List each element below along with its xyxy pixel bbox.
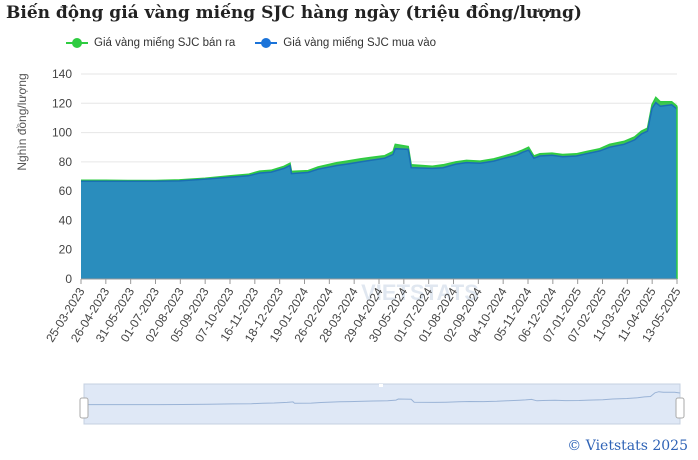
- y-tick-label: 0: [65, 272, 72, 286]
- legend-label-buy: Giá vàng miếng SJC mua vào: [283, 37, 437, 49]
- page-title: Biến động giá vàng miếng SJC hàng ngày (…: [6, 3, 582, 23]
- watermark-text: VIETSTATS: [361, 280, 479, 305]
- legend-item-buy[interactable]: Giá vàng miếng SJC mua vào: [255, 37, 436, 49]
- legend-dot-sell: [72, 38, 82, 48]
- legend-label-sell: Giá vàng miếng SJC bán ra: [94, 37, 236, 49]
- navigator-background: [83, 383, 681, 425]
- legend-swatch-buy: [255, 38, 278, 48]
- y-tick-label: 100: [52, 126, 72, 140]
- y-tick-label: 40: [59, 213, 73, 227]
- copyright: © Vietstats 2025: [567, 438, 688, 454]
- legend-dot-buy: [261, 38, 272, 48]
- y-tick-label: 20: [59, 243, 73, 257]
- navigator-right-handle[interactable]: [675, 397, 685, 419]
- navigator-top-grip-icon[interactable]: [379, 384, 383, 387]
- y-tick-label: 60: [59, 184, 73, 198]
- y-tick-label: 140: [52, 67, 72, 81]
- y-axis-label: Nghìn đồng/lượng: [15, 73, 29, 170]
- y-tick-label: 80: [59, 155, 73, 169]
- y-axis: 0 20 40 60 80 100 120 140: [52, 67, 72, 286]
- navigator-series-line: [84, 391, 681, 406]
- y-tick-label: 120: [52, 96, 72, 110]
- line-series-buy[interactable]: [81, 101, 678, 183]
- line-series-sell[interactable]: [80, 96, 678, 182]
- area-series-buy[interactable]: [81, 102, 677, 279]
- legend-swatch-sell: [66, 38, 88, 48]
- navigator-left-handle[interactable]: [79, 397, 89, 419]
- plot-area[interactable]: [80, 96, 678, 280]
- chart-legend: Giá vàng miếng SJC bán ra Giá vàng miếng…: [66, 37, 436, 49]
- navigator[interactable]: [79, 383, 685, 425]
- legend-item-sell[interactable]: Giá vàng miếng SJC bán ra: [66, 37, 235, 49]
